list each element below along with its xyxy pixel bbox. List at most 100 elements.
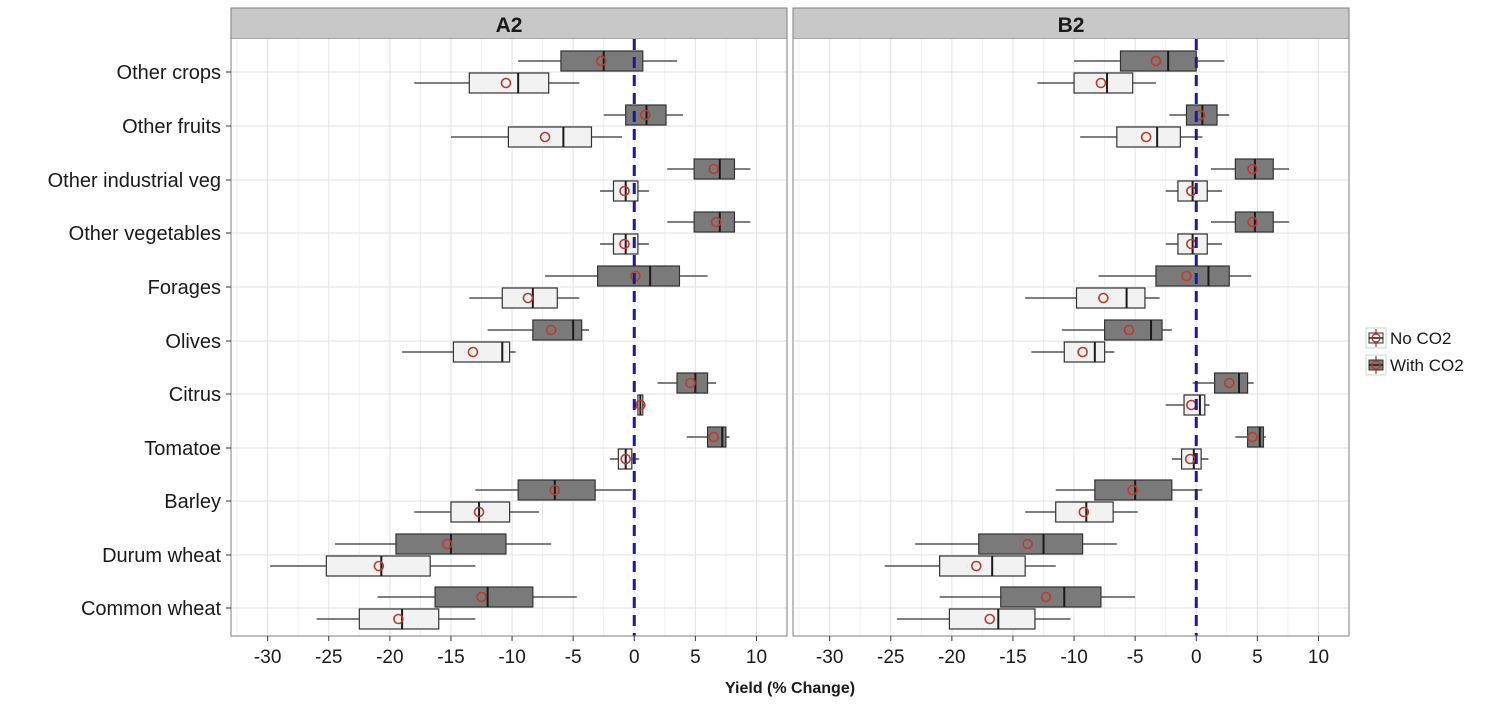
panel-b2-citrus-with-co2-box bbox=[1213, 372, 1249, 394]
panel-b2-other-crops-with-co2-box bbox=[1119, 50, 1197, 72]
panel-a2-durum-wheat-with-co2-mean-marker bbox=[441, 538, 453, 550]
panel-b2-x-tick-label: -10 bbox=[1060, 647, 1087, 668]
panel-a2-barley-no-co2-box bbox=[450, 501, 511, 523]
y-tick-label-tomatoe: Tomatoe bbox=[144, 438, 221, 460]
panel-a2-border bbox=[230, 7, 788, 637]
y-tick-label-other-vegetables: Other vegetables bbox=[69, 223, 221, 245]
panel-b2-x-tick-label: -15 bbox=[999, 647, 1026, 668]
panel-b2-x-tick-label: 10 bbox=[1308, 647, 1329, 668]
panel-a2-x-tick-label: -5 bbox=[565, 647, 582, 668]
panel-a2-citrus-no-co2-mean-marker bbox=[635, 399, 646, 411]
y-tick-label-olives: Olives bbox=[165, 331, 221, 353]
panel-a2-common-wheat-with-co2-mean-marker bbox=[476, 591, 487, 603]
panel-b2-forages-with-co2-box bbox=[1155, 265, 1230, 287]
legend-no-co2-key-mean-marker bbox=[1371, 333, 1381, 343]
panel-a2-durum-wheat-no-co2-mean-marker bbox=[373, 560, 385, 572]
panel-b2-other-crops-no-co2-box bbox=[1073, 72, 1134, 94]
panel-a2-common-wheat-with-co2-box bbox=[434, 586, 534, 608]
panel-b2-other-industrial-veg-with-co2-mean-marker bbox=[1247, 163, 1258, 175]
panel-a2-other-crops-with-co2-mean-marker bbox=[595, 55, 607, 67]
panel-b2-tomatoe-no-co2-box bbox=[1180, 448, 1202, 470]
panel-b2-common-wheat-no-co2-mean-marker bbox=[984, 613, 996, 625]
y-tick-label-common-wheat: Common wheat bbox=[81, 598, 222, 620]
panel-a2-barley-with-co2-box bbox=[517, 479, 596, 501]
panel-b2-common-wheat-no-co2-box bbox=[948, 608, 1036, 630]
panel-a2-title: A2 bbox=[496, 14, 523, 37]
panel-b2-tomatoe-with-co2-box bbox=[1246, 426, 1265, 448]
y-tick-label-barley: Barley bbox=[164, 491, 221, 513]
panel-b2-forages-no-co2-box bbox=[1075, 287, 1146, 309]
panel-a2-other-crops-with-co2-box bbox=[560, 50, 644, 72]
y-tick-label-durum-wheat: Durum wheat bbox=[102, 545, 221, 567]
panel-a2-other-vegetables-with-co2-box bbox=[693, 211, 736, 233]
panel-a2-citrus-with-co2-box bbox=[676, 372, 709, 394]
panel-b2-barley-no-co2-mean-marker bbox=[1078, 506, 1090, 518]
panel-a2-barley-with-co2-mean-marker bbox=[549, 484, 561, 496]
panel-a2-olives-with-co2-mean-marker bbox=[545, 324, 557, 336]
panel-a2-x-tick-label: -15 bbox=[437, 647, 464, 668]
panel-a2-other-vegetables-no-co2-mean-marker bbox=[619, 238, 630, 250]
panel-a2-x-tick-label: -30 bbox=[254, 647, 281, 668]
y-tick-label-forages: Forages bbox=[148, 277, 221, 299]
panel-b2-x-tick-label: -20 bbox=[938, 647, 965, 668]
panel-b2-tomatoe-with-co2-mean-marker bbox=[1247, 431, 1258, 443]
panel-a2-x-tick-label: -25 bbox=[315, 647, 342, 668]
panel-b2-durum-wheat-with-co2-mean-marker bbox=[1022, 538, 1033, 550]
panel-a2-olives-with-co2-box bbox=[532, 319, 583, 341]
panel-b2-title: B2 bbox=[1058, 14, 1085, 37]
panel-a2-barley-no-co2-mean-marker bbox=[473, 506, 485, 518]
panel-b2-barley-no-co2-box bbox=[1055, 501, 1114, 523]
panel-b2-durum-wheat-no-co2-box bbox=[939, 555, 1026, 577]
panel-a2-tomatoe-no-co2-mean-marker bbox=[620, 453, 631, 465]
panel-b2-citrus-with-co2-mean-marker bbox=[1223, 377, 1235, 389]
panel-b2-strip bbox=[792, 7, 1350, 40]
panel-a2-other-industrial-veg-with-co2-box bbox=[693, 158, 736, 180]
panel-b2-olives-with-co2-mean-marker bbox=[1123, 324, 1135, 336]
panel-a2-other-fruits-no-co2-mean-marker bbox=[539, 131, 551, 143]
panel-a2-other-industrial-veg-no-co2-mean-marker bbox=[619, 185, 630, 197]
y-tick-label-other-crops: Other crops bbox=[117, 62, 221, 84]
panel-b2-durum-wheat-with-co2-box bbox=[978, 533, 1084, 555]
panel-b2-olives-no-co2-mean-marker bbox=[1077, 346, 1088, 358]
panel-a2-forages-with-co2-box bbox=[596, 265, 681, 287]
panel-b2-other-crops-no-co2-mean-marker bbox=[1095, 77, 1107, 89]
panel-b2-border bbox=[792, 7, 1350, 637]
panel-a2-other-crops-no-co2-box bbox=[468, 72, 550, 94]
panel-a2-tomatoe-with-co2-mean-marker bbox=[708, 431, 719, 443]
panel-b2-tomatoe-no-co2-mean-marker bbox=[1184, 453, 1196, 465]
panel-a2-x-tick-label: 5 bbox=[690, 647, 701, 668]
panel-a2-forages-no-co2-box bbox=[501, 287, 558, 309]
panel-a2-other-vegetables-with-co2-mean-marker bbox=[710, 216, 722, 228]
panel-b2-forages-no-co2-mean-marker bbox=[1098, 292, 1109, 304]
y-tick-label-other-industrial-veg: Other industrial veg bbox=[48, 170, 221, 192]
panel-a2-strip bbox=[230, 7, 788, 40]
panel-a2-x-tick-label: -10 bbox=[498, 647, 525, 668]
panel-b2-other-vegetables-with-co2-mean-marker bbox=[1247, 216, 1258, 228]
panel-a2-olives-no-co2-mean-marker bbox=[467, 346, 479, 358]
panel-b2-x-tick-label: -30 bbox=[816, 647, 843, 668]
panel-b2-durum-wheat-no-co2-mean-marker bbox=[970, 560, 982, 572]
x-axis-title: Yield (% Change) bbox=[725, 680, 855, 697]
panel-a2-x-tick-label: 0 bbox=[629, 647, 640, 668]
legend-no-co2-label: No CO2 bbox=[1390, 329, 1451, 348]
panel-b2-other-fruits-no-co2-mean-marker bbox=[1140, 131, 1152, 143]
panel-a2-other-industrial-veg-with-co2-mean-marker bbox=[708, 163, 719, 175]
panel-b2-x-tick-label: 5 bbox=[1252, 647, 1263, 668]
legend-with-co2-label: With CO2 bbox=[1390, 356, 1464, 375]
panel-a2-x-tick-label: -20 bbox=[376, 647, 403, 668]
panel-a2-olives-no-co2-box bbox=[452, 341, 511, 363]
panel-b2-x-tick-label: 0 bbox=[1191, 647, 1202, 668]
y-tick-label-other-fruits: Other fruits bbox=[122, 116, 221, 138]
panel-b2-barley-with-co2-box bbox=[1094, 479, 1173, 501]
panel-b2-other-crops-with-co2-mean-marker bbox=[1150, 55, 1162, 67]
panel-a2-forages-no-co2-mean-marker bbox=[522, 292, 534, 304]
panel-b2-forages-with-co2-mean-marker bbox=[1181, 270, 1192, 282]
panel-a2-common-wheat-no-co2-box bbox=[358, 608, 440, 630]
panel-a2-citrus-with-co2-mean-marker bbox=[685, 377, 696, 389]
legend-with-co2-key-mean-marker bbox=[1371, 360, 1381, 370]
panel-b2-common-wheat-with-co2-mean-marker bbox=[1040, 591, 1052, 603]
panel-a2-other-crops-no-co2-mean-marker bbox=[500, 77, 512, 89]
panel-b2-barley-with-co2-mean-marker bbox=[1127, 484, 1139, 496]
